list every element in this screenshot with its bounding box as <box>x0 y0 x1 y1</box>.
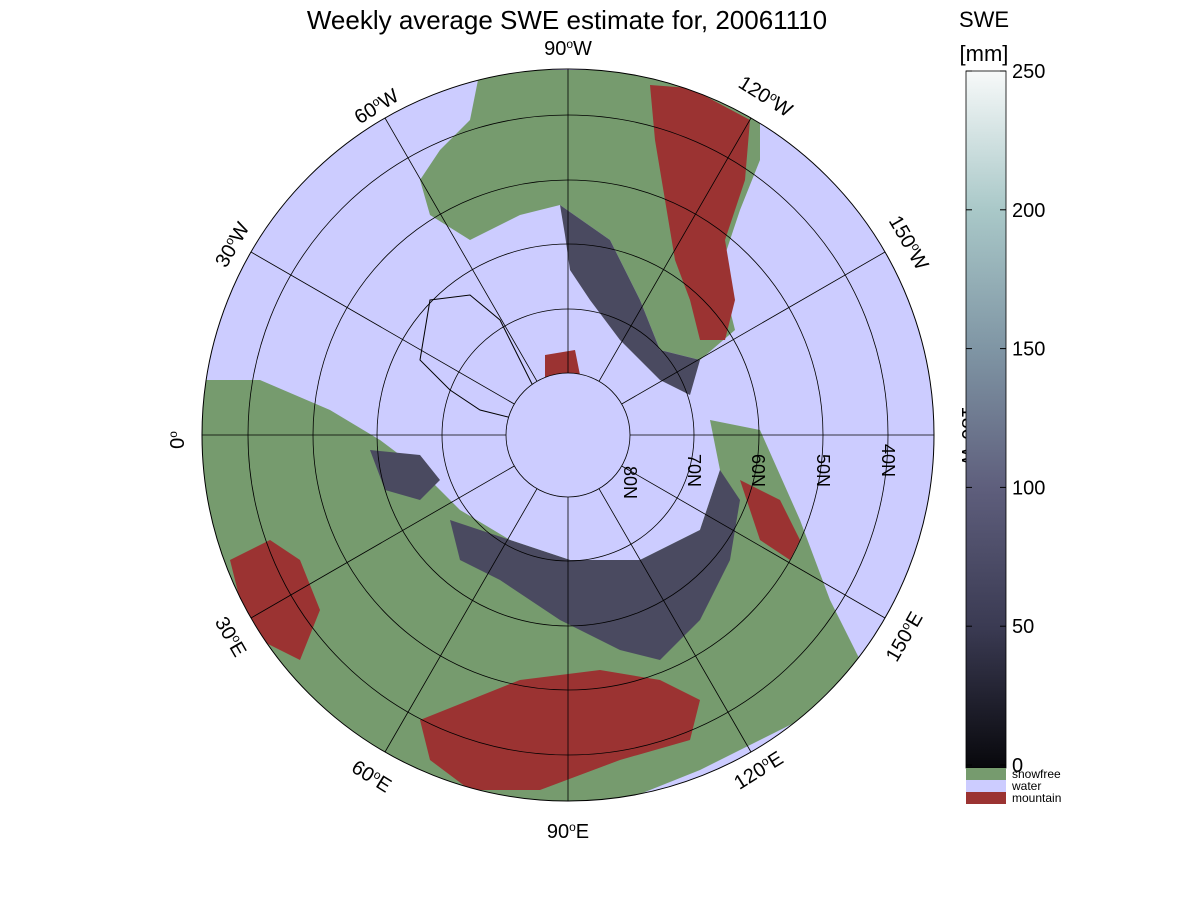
meridian-line <box>621 251 886 405</box>
category-label-mountain: mountain <box>1012 791 1061 805</box>
category-label-water: water <box>1011 779 1041 793</box>
category-label-snowfree: snowfree <box>1012 767 1061 781</box>
scandinavia-snow <box>370 450 440 500</box>
meridian-line <box>598 117 752 382</box>
category-swatch-water <box>966 780 1006 792</box>
category-swatch-mountain <box>966 792 1006 804</box>
colorbar: SWE [mm] 0 50 100 150 200 250 snowfreewatermo… <box>959 7 1061 805</box>
colorbar-gradient <box>965 70 1007 769</box>
lon-label-90w: 90oW <box>544 37 592 60</box>
meridian-lines <box>202 69 934 801</box>
meridian-line <box>621 465 886 619</box>
lon-label-0: 0o <box>166 431 189 449</box>
lat-label-40: 40N <box>878 444 898 477</box>
colorbar-label-unit: [mm] <box>960 41 1009 66</box>
colorbar-label-swe: SWE <box>959 7 1009 32</box>
colorbar-tick-label: 0 <box>1012 755 1023 777</box>
lon-label-150e: 150oE <box>881 608 928 666</box>
asia-mountains <box>420 670 700 790</box>
meridian-line <box>250 251 515 405</box>
map-border <box>201 68 935 802</box>
north-america-snow <box>560 205 700 395</box>
meridian-line <box>384 488 538 753</box>
colorbar-tick-label: 200 <box>1012 200 1045 222</box>
lon-label-30e: 30oE <box>210 613 251 661</box>
lat-label-60: 60N <box>748 454 768 487</box>
siberia-snow <box>450 470 740 660</box>
category-swatch-snowfree <box>966 768 1006 780</box>
lat-label-50: 50N <box>813 454 833 487</box>
lat-label-80: 80N <box>620 466 640 499</box>
lon-label-90e: 90oE <box>547 820 589 843</box>
meridian-line <box>384 117 538 382</box>
colorbar-tick-label: 100 <box>1012 477 1045 499</box>
colorbar-tick-label: 250 <box>1012 61 1045 83</box>
latitude-labels: 80N 70N 60N 50N 40N <box>620 444 898 499</box>
colorbar-tick-label: 150 <box>1012 339 1045 361</box>
lat-label-70: 70N <box>684 454 704 487</box>
north-america-mountains <box>650 85 750 340</box>
colorbar-ticks: 0 50 100 150 200 250 <box>966 61 1045 777</box>
colorbar-tick-label: 50 <box>1012 616 1034 638</box>
meridian-line <box>598 488 752 753</box>
polar-map: 80N 70N 60N 50N 40N 90oW 60oW 30oW 0o 30… <box>166 37 980 843</box>
figure-title: Weekly average SWE estimate for, 2006111… <box>307 5 827 35</box>
meridian-line <box>250 465 515 619</box>
graticule <box>201 68 935 802</box>
arctic-ocean <box>506 373 630 497</box>
lon-label-60e: 60oE <box>347 756 395 798</box>
east-asia-mountains <box>740 480 800 560</box>
europe-mountains <box>230 540 320 660</box>
